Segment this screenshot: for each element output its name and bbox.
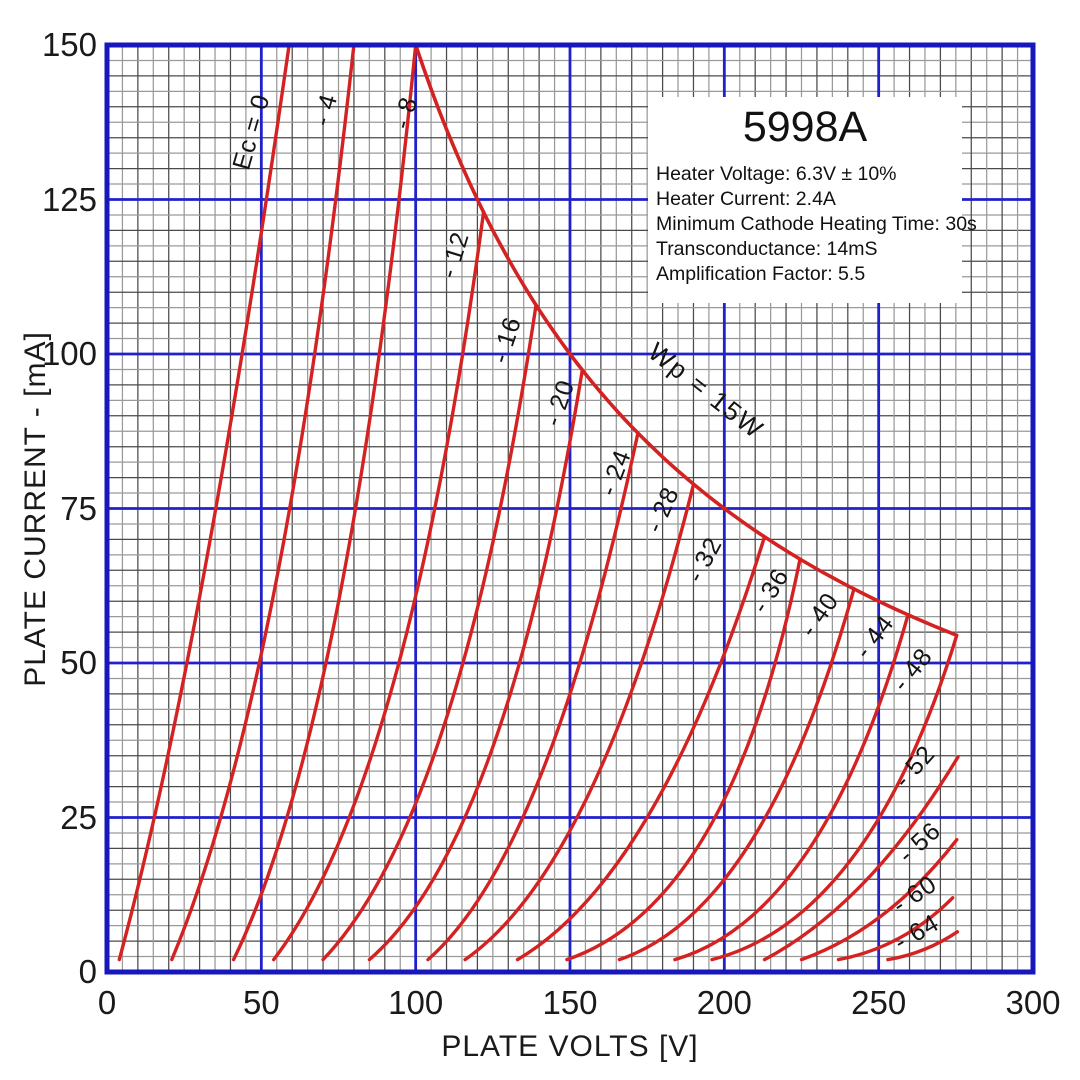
- info-box-specs: Heater Voltage: 6.3V ± 10% Heater Current…: [656, 162, 977, 287]
- info-line: Heater Voltage: 6.3V ± 10%: [656, 163, 897, 185]
- info-box: 5998A Heater Voltage: 6.3V ± 10% Heater C…: [648, 97, 977, 303]
- curve-ec--20: [367, 368, 584, 962]
- curve-ec--48: [710, 633, 959, 962]
- tube-type-title: 5998A: [742, 103, 868, 151]
- x-axis-title: PLATE VOLTS [V]: [441, 1030, 699, 1063]
- y-axis-title: PLATE CURRENT - [mA]: [19, 331, 52, 687]
- curve-ec--56: [799, 838, 959, 962]
- ec-curves: [117, 45, 960, 962]
- info-line: Amplification Factor: 5.5: [656, 263, 866, 285]
- curve-ec--12: [272, 210, 486, 962]
- info-line: Heater Current: 2.4A: [656, 188, 836, 210]
- curve-ec-0: [117, 45, 291, 962]
- info-line: Minimum Cathode Heating Time: 30s: [656, 213, 977, 235]
- curve-ec--28: [463, 482, 696, 962]
- power-dissipation-curve: [413, 45, 958, 637]
- curve-ec--44: [673, 613, 910, 962]
- curve-ec--4: [170, 45, 356, 962]
- curve-ec--32: [515, 535, 767, 962]
- info-line: Transconductance: 14mS: [656, 238, 878, 260]
- curve-ec--36: [565, 557, 802, 962]
- curve-ec--40: [617, 587, 856, 962]
- curve-ec--24: [426, 431, 640, 962]
- curve-ec--64: [886, 930, 960, 962]
- curve-ec--60: [836, 896, 955, 962]
- curve-ec--16: [321, 303, 538, 962]
- curve-ec--8: [231, 45, 418, 962]
- curve-ec--52: [762, 755, 960, 962]
- plot-frame: [104, 42, 1036, 975]
